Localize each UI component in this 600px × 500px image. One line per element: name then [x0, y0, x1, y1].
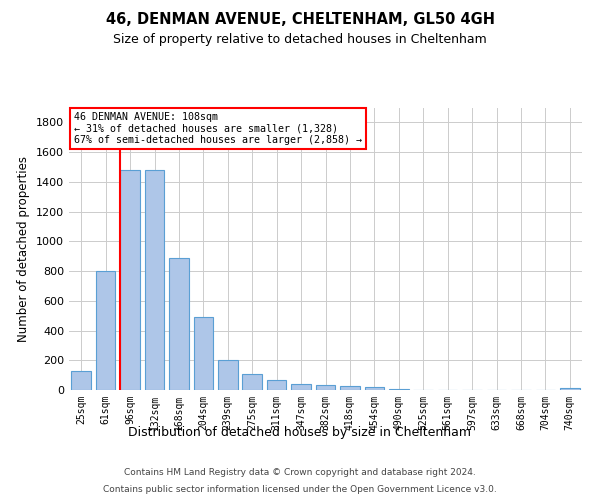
Bar [96, 271, 115, 390]
Bar [560, 388, 580, 390]
Text: 46, DENMAN AVENUE, CHELTENHAM, GL50 4GH: 46, DENMAN AVENUE, CHELTENHAM, GL50 4GH [106, 12, 494, 28]
Bar [120, 170, 140, 390]
Bar [291, 384, 311, 390]
Text: Contains public sector information licensed under the Open Government Licence v3: Contains public sector information licen… [103, 484, 497, 494]
Text: Distribution of detached houses by size in Cheltenham: Distribution of detached houses by size … [128, 426, 472, 439]
Bar [218, 360, 238, 390]
Bar [242, 374, 262, 390]
Bar [145, 170, 164, 390]
Text: Contains HM Land Registry data © Crown copyright and database right 2024.: Contains HM Land Registry data © Crown c… [124, 468, 476, 477]
Bar [267, 380, 286, 390]
Bar [194, 317, 213, 390]
Bar [340, 386, 360, 390]
Bar [365, 388, 384, 390]
Bar [71, 372, 91, 390]
Bar [316, 385, 335, 390]
Text: 46 DENMAN AVENUE: 108sqm
← 31% of detached houses are smaller (1,328)
67% of sem: 46 DENMAN AVENUE: 108sqm ← 31% of detach… [74, 112, 362, 145]
Y-axis label: Number of detached properties: Number of detached properties [17, 156, 31, 342]
Text: Size of property relative to detached houses in Cheltenham: Size of property relative to detached ho… [113, 32, 487, 46]
Bar [169, 258, 188, 390]
